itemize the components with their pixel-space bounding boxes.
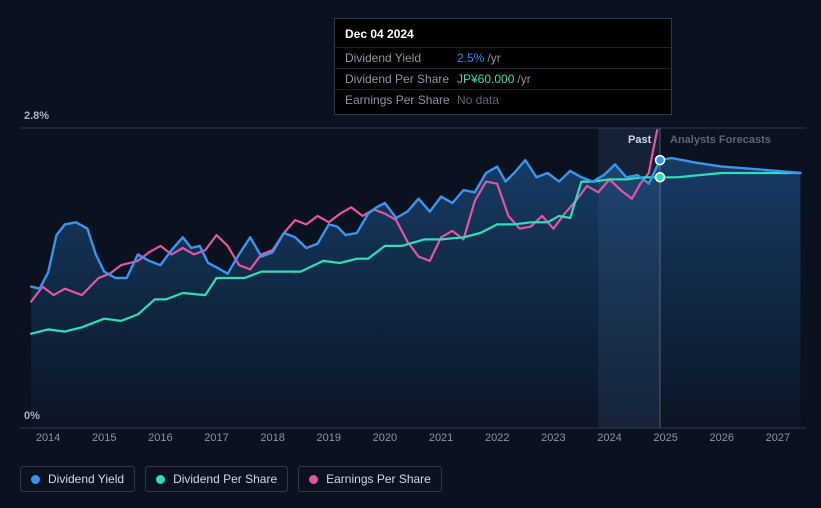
chart-svg bbox=[20, 128, 806, 428]
legend-label: Dividend Yield bbox=[48, 472, 124, 486]
legend: Dividend Yield Dividend Per Share Earnin… bbox=[20, 466, 442, 492]
legend-label: Earnings Per Share bbox=[326, 472, 431, 486]
x-tick: 2024 bbox=[597, 432, 621, 444]
x-tick: 2027 bbox=[766, 432, 790, 444]
tooltip-row: Dividend Per Share JP¥60.000 /yr bbox=[335, 68, 671, 89]
x-tick: 2023 bbox=[541, 432, 565, 444]
tooltip-date: Dec 04 2024 bbox=[335, 23, 671, 47]
x-axis: 2014 2015 2016 2017 2018 2019 2020 2021 2022 2023… bbox=[20, 432, 806, 448]
legend-item-earnings-per-share[interactable]: Earnings Per Share bbox=[298, 466, 442, 492]
tooltip-value: 2.5% bbox=[457, 51, 484, 65]
x-tick: 2018 bbox=[260, 432, 284, 444]
region-label-forecast: Analysts Forecasts bbox=[670, 134, 771, 146]
x-tick: 2021 bbox=[429, 432, 453, 444]
x-tick: 2022 bbox=[485, 432, 509, 444]
legend-dot bbox=[309, 475, 318, 484]
tooltip-value: No data bbox=[457, 93, 499, 107]
legend-dot bbox=[31, 475, 40, 484]
tooltip-row: Earnings Per Share No data bbox=[335, 89, 671, 110]
x-tick: 2025 bbox=[653, 432, 677, 444]
tooltip-suffix: /yr bbox=[487, 51, 500, 65]
x-tick: 2017 bbox=[204, 432, 228, 444]
x-tick: 2026 bbox=[710, 432, 734, 444]
legend-item-dividend-per-share[interactable]: Dividend Per Share bbox=[145, 466, 288, 492]
region-label-past: Past bbox=[628, 134, 651, 146]
x-tick: 2016 bbox=[148, 432, 172, 444]
tooltip-label: Earnings Per Share bbox=[345, 93, 457, 107]
tooltip-label: Dividend Yield bbox=[345, 51, 457, 65]
tooltip-label: Dividend Per Share bbox=[345, 72, 457, 86]
y-axis-max: 2.8% bbox=[24, 110, 49, 122]
legend-item-dividend-yield[interactable]: Dividend Yield bbox=[20, 466, 135, 492]
legend-label: Dividend Per Share bbox=[173, 472, 277, 486]
tooltip-value: JP¥60.000 bbox=[457, 72, 514, 86]
legend-dot bbox=[156, 475, 165, 484]
chart-tooltip: Dec 04 2024 Dividend Yield 2.5% /yr Divi… bbox=[334, 18, 672, 115]
tooltip-suffix: /yr bbox=[517, 72, 530, 86]
x-tick: 2015 bbox=[92, 432, 116, 444]
tooltip-row: Dividend Yield 2.5% /yr bbox=[335, 47, 671, 68]
x-tick: 2014 bbox=[36, 432, 60, 444]
x-tick: 2019 bbox=[317, 432, 341, 444]
x-tick: 2020 bbox=[373, 432, 397, 444]
chart-area[interactable]: 2.8% 0% PastAnalysts Forecasts bbox=[20, 128, 806, 428]
